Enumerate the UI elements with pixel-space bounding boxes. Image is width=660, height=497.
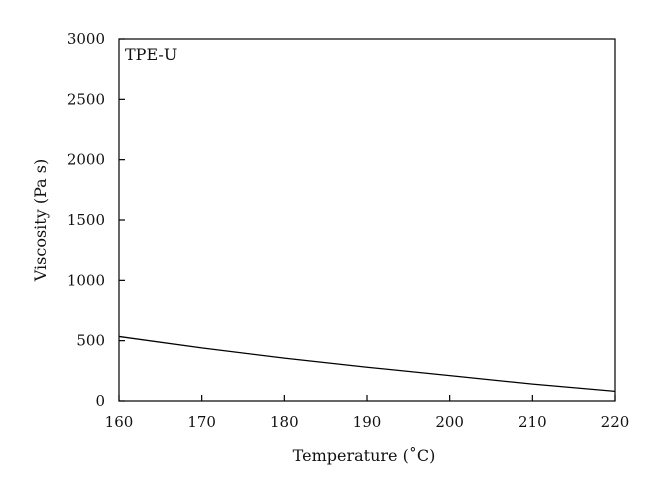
y-tick-label: 1000 bbox=[67, 271, 105, 289]
x-tick-label: 210 bbox=[518, 413, 547, 431]
y-tick-label: 3000 bbox=[67, 30, 105, 48]
y-tick-label: 500 bbox=[76, 332, 105, 350]
y-tick-label: 2500 bbox=[67, 90, 105, 108]
x-tick-label: 180 bbox=[270, 413, 299, 431]
x-tick-label: 220 bbox=[601, 413, 630, 431]
axis-ticks: 160 170 180 190 200 210 220 0 500 1000 1500 2000 250… bbox=[67, 30, 630, 431]
y-tick-label: 2000 bbox=[67, 151, 105, 169]
x-tick-label: 200 bbox=[435, 413, 464, 431]
y-tick-label: 1500 bbox=[67, 211, 105, 229]
chart-annotation: TPE-U bbox=[125, 45, 177, 64]
y-tick-label: 0 bbox=[95, 392, 105, 410]
x-axis-label: Temperature (˚C) bbox=[293, 446, 436, 465]
series-layer bbox=[118, 335, 616, 392]
x-tick-label: 190 bbox=[353, 413, 382, 431]
x-tick-label: 160 bbox=[105, 413, 134, 431]
series-line bbox=[118, 335, 616, 392]
x-tick-label: 170 bbox=[187, 413, 216, 431]
y-axis-label: Viscosity (Pa s) bbox=[31, 159, 50, 282]
